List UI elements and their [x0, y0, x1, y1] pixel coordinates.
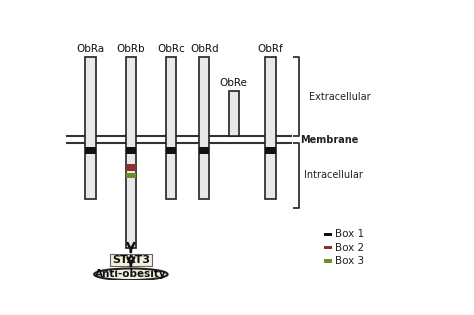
FancyBboxPatch shape [110, 254, 152, 266]
Text: Extracellular: Extracellular [309, 92, 371, 102]
Bar [126, 57, 136, 248]
Text: Box 3: Box 3 [336, 256, 365, 266]
Bar [324, 246, 332, 249]
Bar [324, 259, 332, 263]
Text: ObRa: ObRa [76, 43, 105, 54]
Bar [166, 57, 176, 199]
Text: ObRe: ObRe [220, 77, 248, 88]
Text: ObRc: ObRc [157, 43, 185, 54]
Text: Intracellular: Intracellular [303, 170, 363, 180]
Text: Anti-obesity: Anti-obesity [95, 269, 167, 279]
Bar [265, 147, 275, 154]
Bar [199, 147, 210, 154]
Bar [85, 147, 96, 154]
Bar [85, 57, 96, 199]
Text: Box 2: Box 2 [336, 243, 365, 253]
Text: Box 1: Box 1 [336, 229, 365, 239]
Text: Membrane: Membrane [300, 135, 358, 145]
Bar [265, 57, 275, 199]
Text: ObRb: ObRb [117, 43, 145, 54]
Bar [324, 232, 332, 236]
Bar [228, 91, 239, 136]
Bar [126, 164, 136, 171]
Bar [126, 173, 136, 178]
Text: ObRf: ObRf [257, 43, 283, 54]
Text: ObRd: ObRd [190, 43, 219, 54]
Bar [166, 147, 176, 154]
Ellipse shape [94, 268, 168, 280]
Bar [199, 57, 210, 199]
Text: STAT3: STAT3 [112, 255, 150, 265]
Bar [126, 147, 136, 154]
